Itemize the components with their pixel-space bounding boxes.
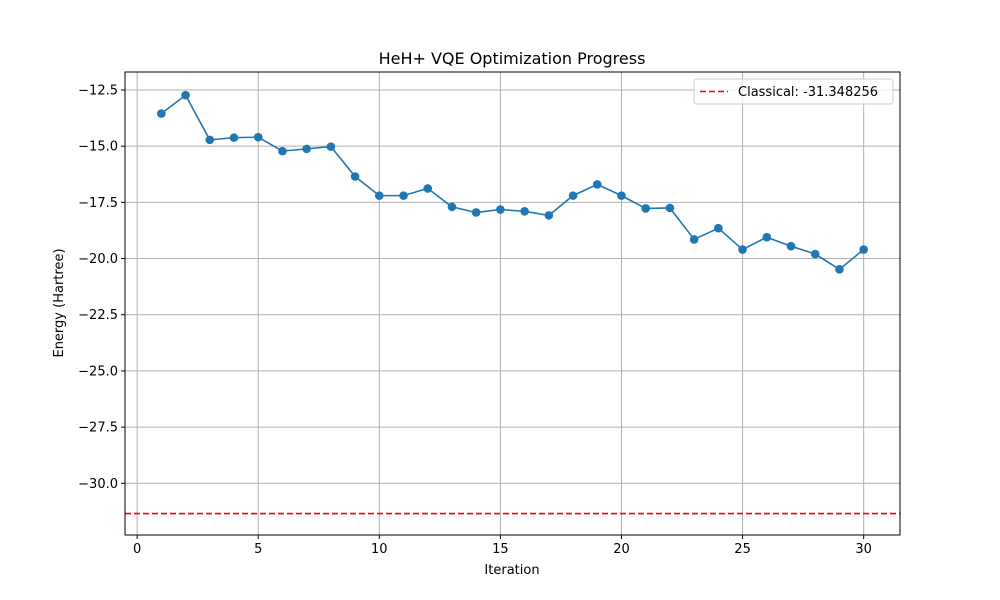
y-tick-label: −17.5 [78,196,118,211]
energy-series-line [160,93,865,271]
grid-lines [125,72,900,535]
x-tick-label: 20 [613,542,630,557]
energy-data-point [738,245,747,254]
energy-data-point [617,191,626,200]
plot-frame [124,71,901,536]
energy-data-point [641,204,651,213]
energy-data-point [253,132,263,142]
x-tick-label: 10 [371,542,388,557]
energy-data-point [568,191,578,200]
energy-data-point [229,133,239,142]
data-series [157,90,868,274]
energy-data-point [471,208,481,217]
energy-data-point [786,241,796,251]
energy-data-point [447,202,457,212]
energy-data-point [835,265,844,274]
energy-data-point [714,223,723,233]
energy-data-point [350,172,360,181]
y-tick-label: −27.5 [78,421,118,436]
y-tick-label: −30.0 [78,477,118,492]
x-tick-label: 25 [734,542,751,557]
energy-data-point [326,142,336,151]
energy-data-point [544,211,554,220]
energy-data-point [302,144,311,154]
y-tick-label: −25.0 [78,364,118,379]
energy-data-point [810,249,820,259]
x-axis-label: Iteration [484,563,539,578]
energy-data-point [181,90,190,100]
energy-data-point [205,135,215,145]
x-tick-label: 5 [254,542,262,557]
legend-label-classical: Classical: -31.348256 [738,85,878,100]
y-tick-label: −20.0 [78,252,118,267]
energy-data-point [496,205,505,214]
energy-data-point [157,109,166,118]
legend: Classical: -31.348256 [693,78,894,105]
x-tick-label: 30 [855,542,872,557]
chart-title: HeH+ VQE Optimization Progress [379,49,646,68]
x-tick-label: 15 [492,542,509,557]
legend-box [693,78,894,105]
energy-data-point [278,146,287,156]
energy-data-point [859,245,868,254]
y-axis-label: Energy (Hartree) [52,248,67,357]
energy-data-point [762,232,772,242]
energy-data-point [423,184,433,193]
energy-data-point [689,235,699,244]
energy-data-point [665,203,675,213]
y-tick-label: −22.5 [78,308,118,323]
y-tick-label: −15.0 [78,140,118,155]
energy-data-point [374,191,384,200]
energy-data-point [592,180,602,189]
energy-data-point [399,191,408,200]
y-tick-label: −12.5 [78,83,118,98]
axis-ticks: 0 5 10 15 20 25 30 −12.5 −15.0 −17.5 −20.0 −22.5 −25… [78,83,872,557]
x-tick-label: 0 [133,542,141,557]
energy-data-point [520,207,529,216]
